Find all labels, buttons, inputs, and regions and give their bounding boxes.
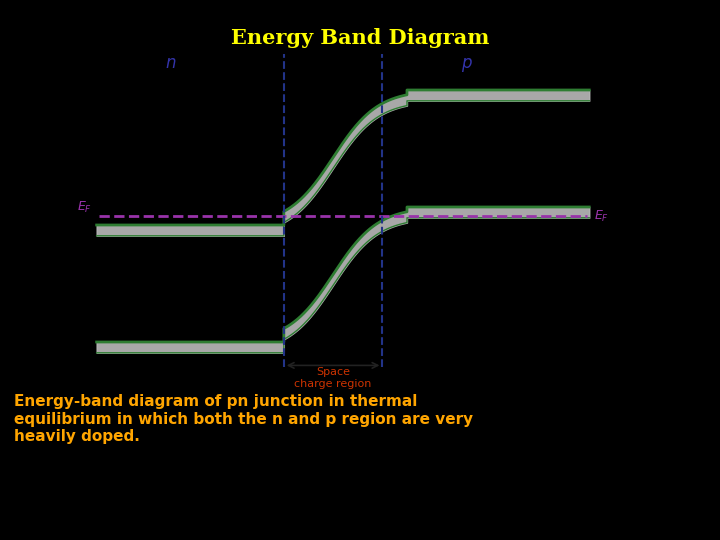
Text: Space
charge region: Space charge region [294,367,372,389]
Text: $E_C$: $E_C$ [76,223,91,238]
Text: n: n [166,55,176,72]
Text: Energy Band Diagram: Energy Band Diagram [231,28,489,48]
Text: $E_V$: $E_V$ [594,199,611,214]
Text: p: p [461,55,472,72]
Text: $E_F$: $E_F$ [594,208,609,224]
Text: $E_C$: $E_C$ [594,83,610,98]
Text: Energy-band diagram of pn junction in thermal
equilibrium in which both the n an: Energy-band diagram of pn junction in th… [14,394,474,444]
Text: $E_V$: $E_V$ [76,331,91,346]
Text: $E_F$: $E_F$ [76,199,91,214]
